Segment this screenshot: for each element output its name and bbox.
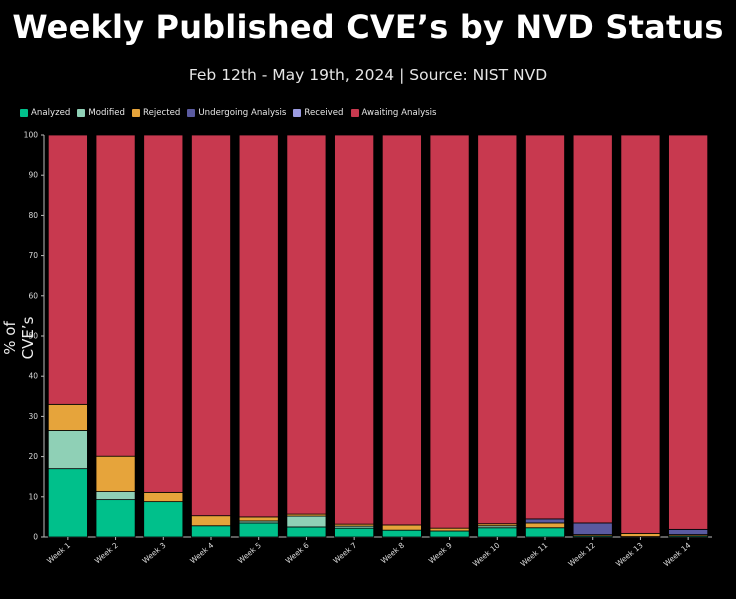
legend-item-received: Received bbox=[293, 108, 344, 118]
x-tick-label: Week 6 bbox=[284, 541, 311, 566]
bar-segment-awaiting-analysis bbox=[286, 134, 327, 515]
x-tick-label: Week 11 bbox=[519, 540, 550, 568]
bar-segment-analyzed bbox=[47, 468, 88, 538]
bar-segment-awaiting-analysis bbox=[525, 134, 565, 520]
bar-segment-rejected bbox=[381, 524, 422, 531]
legend-item-undergoing-analysis: Undergoing Analysis bbox=[187, 108, 286, 118]
y-tick-label: 50 bbox=[28, 332, 38, 341]
bar-segment-rejected bbox=[429, 527, 470, 532]
legend-item-analyzed: Analyzed bbox=[20, 108, 70, 118]
x-tick-label: Week 4 bbox=[188, 541, 215, 566]
bar-segment-awaiting-analysis bbox=[477, 134, 518, 525]
legend-label: Awaiting Analysis bbox=[361, 108, 437, 118]
bar-segment-awaiting-analysis bbox=[238, 134, 279, 518]
x-tick-label: Week 13 bbox=[614, 540, 645, 568]
bar-segment-modified bbox=[47, 430, 88, 470]
x-tick-label: Week 10 bbox=[471, 540, 502, 568]
bar-segment-analyzed bbox=[429, 530, 470, 538]
legend-swatch bbox=[350, 109, 359, 117]
legend-item-modified: Modified bbox=[77, 108, 125, 118]
x-tick-label: Week 3 bbox=[141, 541, 168, 566]
bar-segment-awaiting-analysis bbox=[429, 134, 470, 529]
bar-segment-awaiting-analysis bbox=[191, 134, 231, 517]
y-tick-label: 30 bbox=[28, 412, 38, 421]
chart-title: Weekly Published CVE’s by NVD Status bbox=[12, 8, 724, 46]
y-tick-label: 0 bbox=[33, 533, 38, 542]
x-tick-label: Week 8 bbox=[379, 541, 406, 566]
legend-label: Analyzed bbox=[31, 108, 71, 118]
legend-item-rejected: Rejected bbox=[132, 108, 180, 118]
bar-segment-modified bbox=[95, 491, 136, 501]
y-tick-label: 80 bbox=[28, 211, 38, 220]
bar-segment-rejected bbox=[191, 515, 231, 527]
bar-segment-awaiting-analysis bbox=[95, 134, 136, 457]
bar-segment-undergoing-analysis bbox=[572, 522, 613, 535]
bar-segment-rejected bbox=[143, 491, 184, 503]
bar-segment-analyzed bbox=[334, 527, 375, 538]
legend-label: Received bbox=[304, 108, 344, 118]
bar-segment-analyzed bbox=[95, 499, 136, 538]
bar-segment-rejected bbox=[620, 532, 661, 537]
bar-segment-modified bbox=[286, 515, 327, 528]
y-tick-label: 40 bbox=[28, 372, 38, 381]
legend-swatch bbox=[20, 109, 28, 117]
bar-segment-analyzed bbox=[381, 529, 422, 538]
bar-segment-awaiting-analysis bbox=[47, 134, 88, 405]
y-tick-label: 20 bbox=[28, 452, 38, 461]
bar-segment-analyzed bbox=[286, 526, 327, 538]
legend-swatch bbox=[293, 109, 302, 117]
y-tick-label: 100 bbox=[24, 131, 39, 140]
legend-label: Rejected bbox=[143, 108, 181, 118]
x-tick-label: Week 9 bbox=[427, 541, 454, 566]
y-tick-label: 60 bbox=[28, 291, 38, 300]
bar-segment-awaiting-analysis bbox=[334, 134, 375, 525]
bar-segment-awaiting-analysis bbox=[143, 134, 184, 493]
bar-segment-rejected bbox=[95, 455, 136, 492]
y-tick-label: 90 bbox=[28, 171, 38, 180]
legend: Analyzed Modified Rejected Undergoing Analy… bbox=[20, 108, 437, 118]
legend-swatch bbox=[132, 109, 140, 117]
bar-segment-awaiting-analysis bbox=[381, 134, 422, 526]
bar-segment-rejected bbox=[525, 522, 565, 529]
bar-segment-undergoing-analysis bbox=[668, 528, 709, 535]
legend-swatch bbox=[187, 109, 196, 117]
legend-swatch bbox=[77, 109, 86, 117]
legend-label: Undergoing Analysis bbox=[198, 108, 287, 118]
bar-segment-rejected bbox=[47, 403, 88, 431]
bar-segment-awaiting-analysis bbox=[572, 134, 613, 524]
y-tick-label: 10 bbox=[28, 492, 38, 501]
chart-subtitle: Feb 12th - May 19th, 2024 | Source: NIST… bbox=[188, 66, 548, 84]
y-tick-label: 70 bbox=[28, 251, 38, 260]
bar-segment-awaiting-analysis bbox=[620, 134, 661, 534]
x-tick-label: Week 1 bbox=[45, 541, 72, 566]
x-tick-label: Week 12 bbox=[566, 540, 597, 568]
bar-segment-rejected bbox=[238, 516, 279, 522]
x-tick-label: Week 2 bbox=[93, 541, 120, 566]
bar-segment-analyzed bbox=[525, 527, 565, 538]
bar-segment-undergoing-analysis bbox=[525, 518, 565, 524]
bar-segment-awaiting-analysis bbox=[668, 134, 709, 530]
x-tick-label: Week 14 bbox=[662, 540, 693, 568]
bar-segment-analyzed bbox=[477, 527, 518, 538]
legend-item-awaiting-analysis: Awaiting Analysis bbox=[350, 108, 437, 118]
bar-segment-analyzed bbox=[143, 501, 184, 538]
bar-segment-analyzed bbox=[191, 525, 231, 538]
legend-label: Modified bbox=[88, 108, 125, 118]
bar-segment-analyzed bbox=[238, 522, 279, 538]
x-tick-label: Week 5 bbox=[236, 541, 263, 566]
x-tick-label: Week 7 bbox=[331, 541, 358, 566]
